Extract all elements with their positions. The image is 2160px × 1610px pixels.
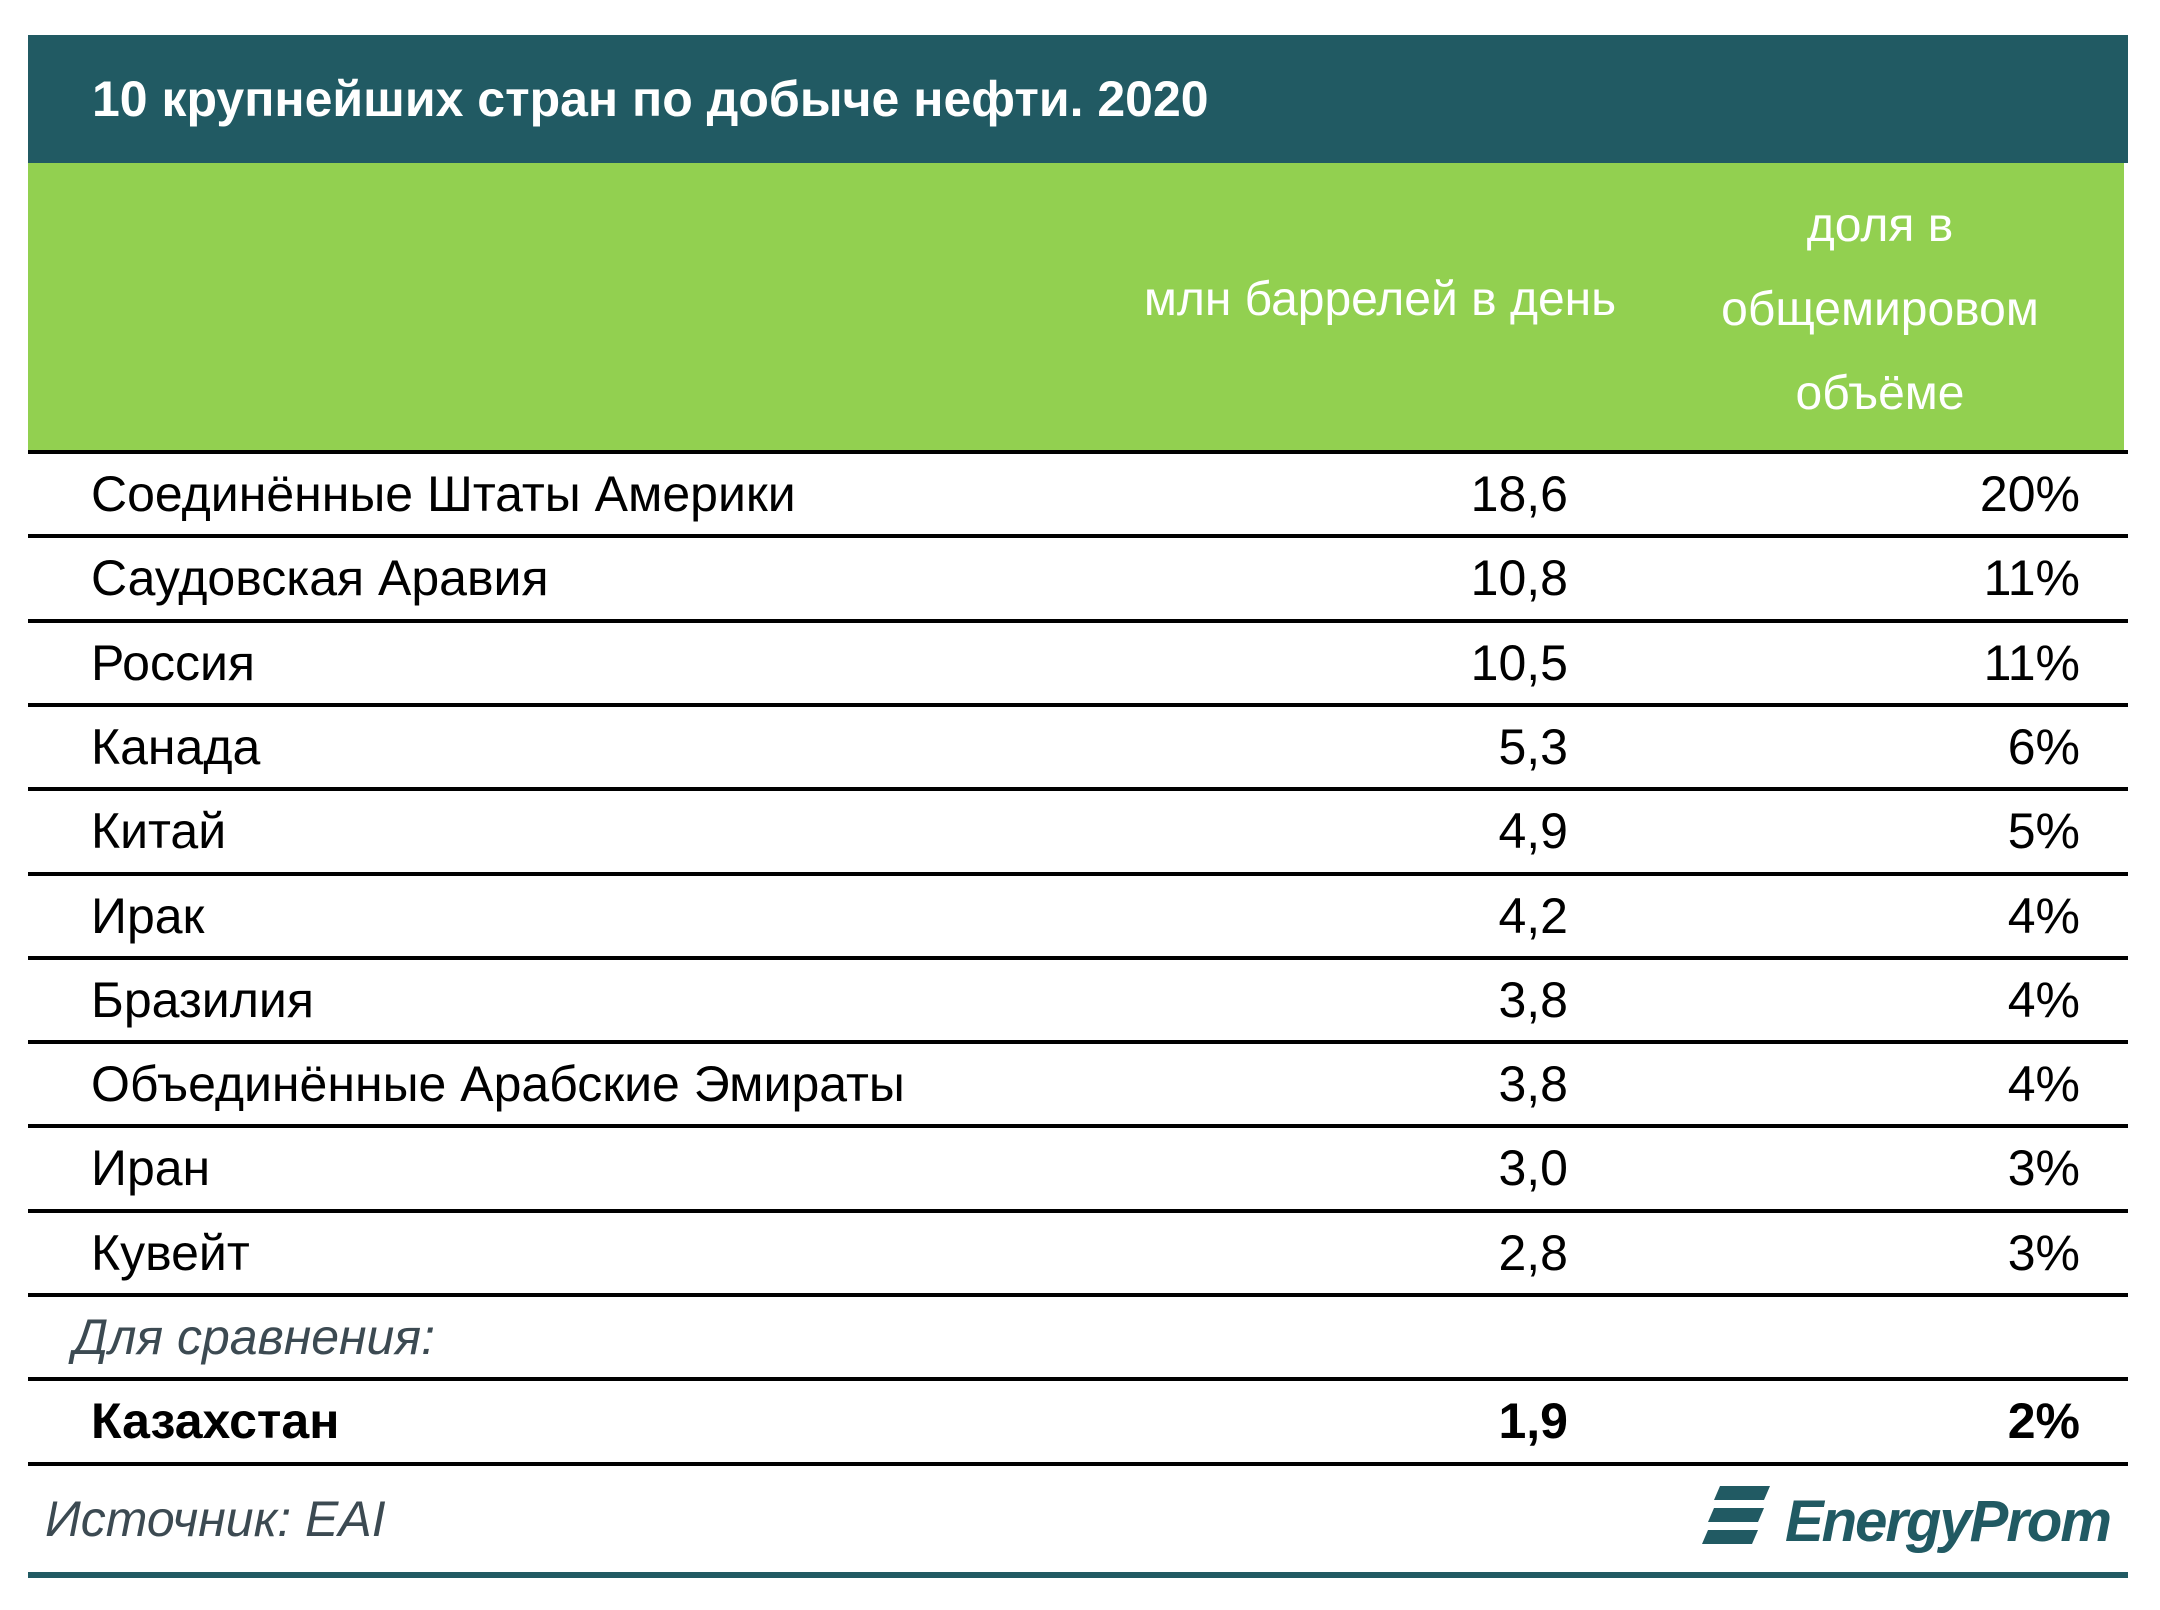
cell: 3,0 bbox=[1498, 1140, 1568, 1197]
table-row: Соединённые Штаты Америки 18,6 20% bbox=[28, 450, 2128, 534]
cell: Канада bbox=[91, 718, 261, 775]
logo: EnergyProm bbox=[1785, 1489, 2112, 1554]
column-header: доля в общемировом объёме bbox=[1721, 199, 2039, 420]
cell: Казахстан bbox=[91, 1393, 340, 1450]
cell: Иран bbox=[91, 1140, 211, 1197]
cell: 2% bbox=[2007, 1393, 2080, 1450]
table-row: Кувейт 2,8 3% bbox=[28, 1208, 2128, 1293]
cell: 5,3 bbox=[1498, 718, 1568, 775]
title: 10 крупнейших стран по добыче нефти. 202… bbox=[92, 71, 1209, 127]
cell: Саудовская Аравия bbox=[91, 550, 549, 607]
cell: Китай bbox=[91, 803, 227, 860]
cell: 20% bbox=[1979, 466, 2080, 522]
cell: 2,8 bbox=[1498, 1224, 1568, 1281]
cell: 4% bbox=[2007, 1056, 2080, 1113]
table-row: Китай 4,9 5% bbox=[28, 787, 2128, 871]
cell: 3,8 bbox=[1498, 1056, 1568, 1113]
table-row: Объединённые Арабские Эмираты 3,8 4% bbox=[28, 1040, 2128, 1124]
title-bar bbox=[28, 35, 2128, 163]
cell: 4,9 bbox=[1498, 803, 1568, 860]
cell: 4% bbox=[2007, 887, 2080, 944]
comparison-label: Для сравнения: bbox=[73, 1309, 435, 1365]
cell: 5% bbox=[2007, 803, 2080, 860]
cell: 1,9 bbox=[1498, 1393, 1568, 1450]
table-row: Россия 10,5 11% bbox=[28, 618, 2128, 703]
cell: Объединённые Арабские Эмираты bbox=[91, 1056, 905, 1113]
cell: 3% bbox=[2007, 1224, 2080, 1281]
table-row: Саудовская Аравия 10,8 11% bbox=[28, 534, 2128, 618]
cell: 11% bbox=[1983, 550, 2080, 607]
cell: 11% bbox=[1983, 634, 2080, 691]
comparison-label-row: Для сравнения: bbox=[28, 1293, 2128, 1377]
table-row: Канада 5,3 6% bbox=[28, 702, 2128, 787]
cell: Кувейт bbox=[91, 1224, 250, 1281]
bottom-line bbox=[28, 1572, 2128, 1578]
cell: 3% bbox=[2007, 1140, 2080, 1197]
header-bar bbox=[28, 163, 2124, 450]
cell: 10,8 bbox=[1470, 550, 1568, 607]
cell: 6% bbox=[2007, 718, 2080, 775]
table-row: Ирак 4,2 4% bbox=[28, 871, 2128, 956]
cell: Россия bbox=[91, 634, 255, 691]
cell: 10,5 bbox=[1470, 634, 1568, 691]
table-row: Бразилия 3,8 4% bbox=[28, 955, 2128, 1040]
cell: 18,6 bbox=[1470, 466, 1568, 522]
source: Источник: EAI bbox=[45, 1491, 386, 1547]
cell: Бразилия bbox=[91, 971, 314, 1028]
logo-icon bbox=[1702, 1486, 1770, 1544]
table-row: Иран 3,0 3% bbox=[28, 1124, 2128, 1208]
cell: 4% bbox=[2007, 971, 2080, 1028]
row-line bbox=[28, 1461, 2128, 1466]
column-header: млн баррелей в день bbox=[1143, 273, 1617, 326]
cell: Соединённые Штаты Америки bbox=[91, 466, 796, 522]
cell: 4,2 bbox=[1498, 887, 1568, 944]
cell: 3,8 bbox=[1498, 971, 1568, 1028]
table-row: Казахстан 1,9 2% bbox=[28, 1377, 2128, 1461]
cell: Ирак bbox=[91, 887, 205, 944]
